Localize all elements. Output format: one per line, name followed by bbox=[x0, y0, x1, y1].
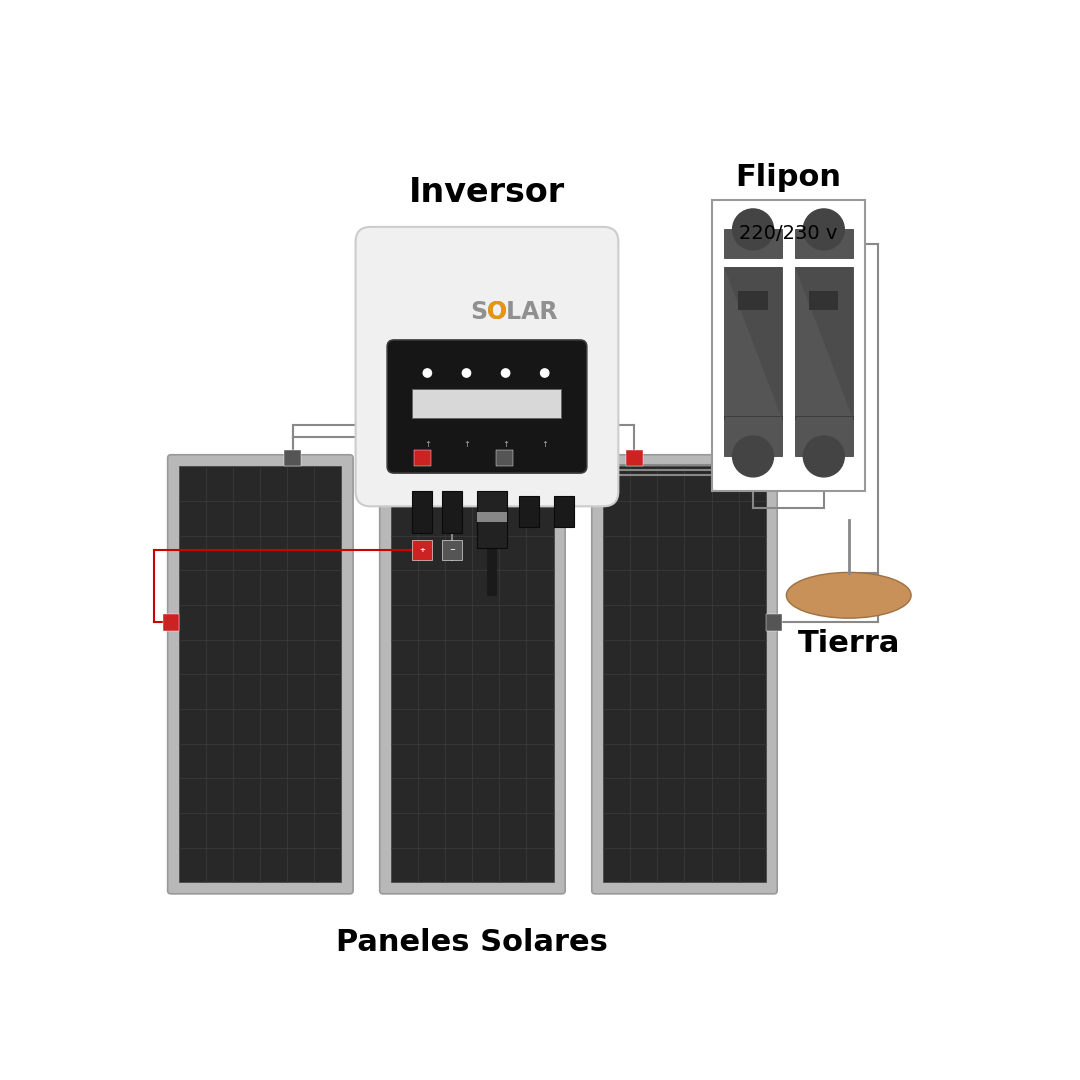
Polygon shape bbox=[795, 267, 853, 419]
Bar bbox=[284, 449, 301, 467]
Bar bbox=[476, 512, 507, 522]
Bar bbox=[442, 491, 462, 532]
Bar bbox=[476, 491, 507, 548]
Text: Paneles Solares: Paneles Solares bbox=[337, 928, 608, 957]
Bar bbox=[795, 229, 853, 258]
Circle shape bbox=[732, 208, 773, 249]
Bar bbox=[712, 200, 865, 491]
Bar bbox=[554, 496, 573, 527]
Bar bbox=[724, 416, 782, 457]
Text: S: S bbox=[470, 300, 487, 324]
Bar bbox=[413, 389, 562, 418]
Circle shape bbox=[804, 208, 845, 249]
Bar bbox=[795, 267, 853, 419]
Text: ↑: ↑ bbox=[541, 441, 549, 449]
Text: +: + bbox=[419, 546, 424, 553]
Text: Flipon: Flipon bbox=[735, 163, 841, 192]
Bar bbox=[411, 491, 432, 532]
Bar bbox=[604, 467, 766, 882]
Text: ↑: ↑ bbox=[423, 441, 431, 449]
FancyBboxPatch shape bbox=[388, 340, 586, 473]
Text: ↑: ↑ bbox=[502, 441, 509, 449]
Text: ↑: ↑ bbox=[463, 441, 470, 449]
Bar bbox=[179, 467, 341, 882]
FancyBboxPatch shape bbox=[380, 455, 565, 894]
FancyBboxPatch shape bbox=[355, 227, 619, 507]
Ellipse shape bbox=[786, 572, 912, 618]
Bar bbox=[411, 540, 432, 559]
Bar bbox=[442, 540, 462, 559]
Text: Inversor: Inversor bbox=[409, 176, 565, 208]
Bar bbox=[626, 449, 643, 467]
Circle shape bbox=[541, 369, 549, 377]
Bar bbox=[391, 467, 554, 882]
FancyBboxPatch shape bbox=[592, 455, 778, 894]
Text: OLAR: OLAR bbox=[487, 300, 558, 324]
Text: Tierra: Tierra bbox=[797, 629, 900, 658]
Text: O: O bbox=[487, 300, 508, 324]
Text: 220/230 v: 220/230 v bbox=[739, 224, 838, 243]
Bar bbox=[724, 229, 782, 258]
Bar bbox=[163, 615, 179, 631]
Circle shape bbox=[501, 369, 510, 377]
Bar bbox=[766, 615, 782, 631]
Polygon shape bbox=[724, 267, 782, 419]
Bar bbox=[739, 292, 768, 310]
Bar bbox=[497, 449, 513, 467]
Bar bbox=[414, 449, 431, 467]
Circle shape bbox=[804, 436, 845, 477]
Circle shape bbox=[732, 436, 773, 477]
Circle shape bbox=[462, 369, 471, 377]
Bar bbox=[795, 416, 853, 457]
Bar bbox=[809, 292, 838, 310]
Text: −: − bbox=[449, 546, 455, 553]
Bar bbox=[724, 267, 782, 419]
Bar bbox=[518, 496, 539, 527]
Circle shape bbox=[423, 369, 432, 377]
FancyBboxPatch shape bbox=[167, 455, 353, 894]
